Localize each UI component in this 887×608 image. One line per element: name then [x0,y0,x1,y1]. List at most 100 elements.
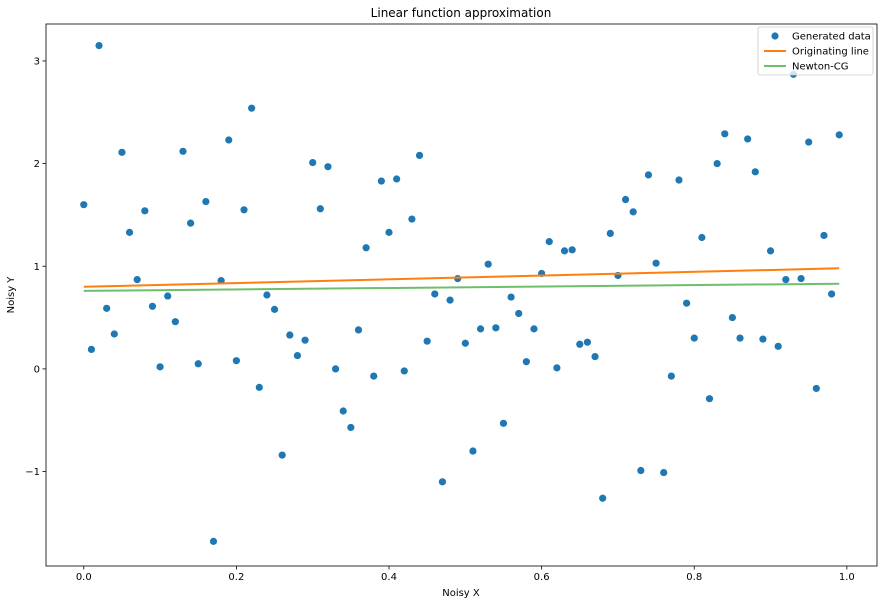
data-point [652,259,660,267]
data-point [705,395,714,403]
data-point [698,233,706,242]
y-axis: −1 0 1 2 3 [25,56,46,478]
data-point [629,208,637,216]
data-point [80,201,88,209]
data-point [293,351,302,360]
data-point [133,276,141,284]
legend: Generated data Originating line Newton-CG [757,26,874,76]
x-tick-label: 0.4 [381,572,397,583]
data-point [782,276,790,284]
data-point [118,148,126,156]
legend-box [757,26,874,76]
y-tick-label: 3 [34,56,40,67]
data-point [805,138,813,146]
x-tick-label: 0.8 [686,572,702,583]
legend-marker-generated-data [771,32,779,40]
data-point [309,158,317,167]
data-point [286,331,294,339]
data-point [675,176,683,184]
data-point [354,326,363,334]
legend-label: Originating line [792,47,869,58]
data-point [820,231,828,240]
data-point [232,357,240,365]
data-point [766,247,775,255]
data-point [583,338,592,346]
data-point [812,384,820,393]
data-point [530,325,538,333]
data-point [187,219,195,227]
data-point [148,302,157,310]
x-tick-label: 0.2 [228,572,244,583]
data-point [225,136,233,144]
data-point [316,205,324,213]
data-point [164,292,172,300]
data-point [301,336,309,344]
data-point [736,334,744,342]
data-point [667,372,675,380]
data-point [240,206,248,214]
x-tick-label: 1.0 [839,572,855,583]
data-point [87,345,96,354]
data-point [827,290,836,298]
data-point [759,335,767,343]
data-point [202,197,210,206]
data-point [484,260,492,268]
data-point [568,246,576,254]
x-axis-label: Noisy X [442,588,480,599]
data-layer [80,41,843,545]
data-point [499,419,508,427]
data-point [446,296,454,304]
data-point [400,367,408,375]
legend-label: Generated data [792,32,871,43]
data-point [690,334,698,342]
data-point [461,339,469,347]
y-tick-label: −1 [25,467,40,478]
data-point [591,352,599,361]
y-tick-label: 0 [34,364,40,375]
data-point [347,423,355,432]
y-tick-label: 2 [34,159,40,170]
originating-line [83,267,840,288]
plot-area [45,23,878,567]
data-point [621,195,630,204]
data-point [751,168,759,176]
data-point [774,342,782,350]
x-axis: 0.0 0.2 0.4 0.6 0.8 1.0 [76,566,855,583]
data-point [599,494,607,502]
data-point [476,325,485,333]
data-point [507,293,515,301]
data-point [209,537,218,545]
data-point [408,215,416,223]
data-point [362,244,370,252]
x-tick-label: 0.6 [534,572,550,583]
y-axis-label: Noisy Y [6,276,17,314]
data-point [255,383,263,391]
data-point [370,372,378,380]
data-point [171,318,179,326]
chart-title: Linear function approximation [371,6,552,20]
data-point [156,363,164,371]
data-point [141,207,149,215]
data-point [721,130,729,138]
data-point [637,466,645,475]
legend-label: Newton-CG [792,62,849,73]
data-point [278,451,286,459]
data-point [324,163,332,171]
data-point [339,407,347,415]
data-point [606,229,614,238]
data-point [263,291,271,299]
data-point [331,365,340,373]
data-point [431,290,439,298]
data-point [415,151,424,159]
data-point [248,104,256,112]
data-point [103,304,111,312]
series-generated-data [80,41,843,545]
y-tick-label: 1 [34,262,40,273]
data-point [560,247,569,255]
data-point [393,175,401,183]
data-point [438,478,447,486]
data-point [744,135,752,143]
